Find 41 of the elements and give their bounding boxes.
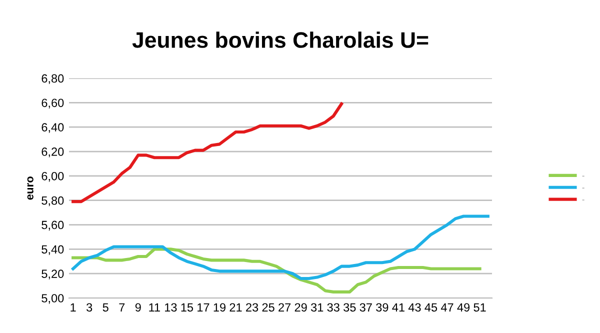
x-tick-label: 23 [246,303,258,312]
y-tick-label: 5,40 [42,245,64,255]
chart-title: Jeunes bovins Charolais U= [132,32,428,48]
x-tick-label: 37 [360,303,372,312]
x-tick-label: 3 [86,303,92,312]
x-tick-label: 47 [440,303,454,312]
x-tick-label: 25 [262,303,274,312]
x-tick-label: 43 [408,303,421,312]
y-tick-label: 5,20 [42,270,64,280]
x-tick-label: 13 [165,303,177,312]
y-tick-label: 5,60 [42,220,64,231]
x-tick-label: 41 [392,303,404,312]
x-tick-label: 51 [474,303,486,312]
y-tick-label: 5,00 [42,294,64,304]
line-series [72,102,344,204]
x-tick-label: 29 [294,303,307,312]
x-tick-label: 1 [70,303,76,312]
x-tick-label: 39 [376,303,388,312]
y-tick-label: 6,80 [42,74,64,84]
x-tick-label: 35 [344,303,356,312]
x-tick-label: 11 [149,303,160,312]
x-tick-label: 49 [457,303,470,312]
y-tick-label: 6,60 [42,98,64,108]
x-tick-label: 45 [424,303,438,312]
x-tick-label: 7 [119,303,125,312]
line-series [72,214,490,280]
x-tick-label: 15 [181,303,194,312]
x-tick-label: 9 [135,303,141,312]
x-tick-label: 5 [102,303,108,312]
y-tick-label: 6,20 [42,148,64,158]
x-tick-label: 21 [230,303,242,312]
x-tick-label: 17 [198,303,210,312]
x-tick-label: 31 [310,303,324,312]
x-tick-label: 33 [327,303,340,312]
y-tick-label: 6,40 [42,123,64,133]
x-tick-label: 27 [278,303,291,312]
y-axis-title: euro [27,176,34,200]
line-series [72,248,482,294]
y-tick-label: 5,80 [42,196,64,206]
y-tick-label: 6,00 [42,172,64,182]
x-tick-label: 19 [214,303,226,312]
